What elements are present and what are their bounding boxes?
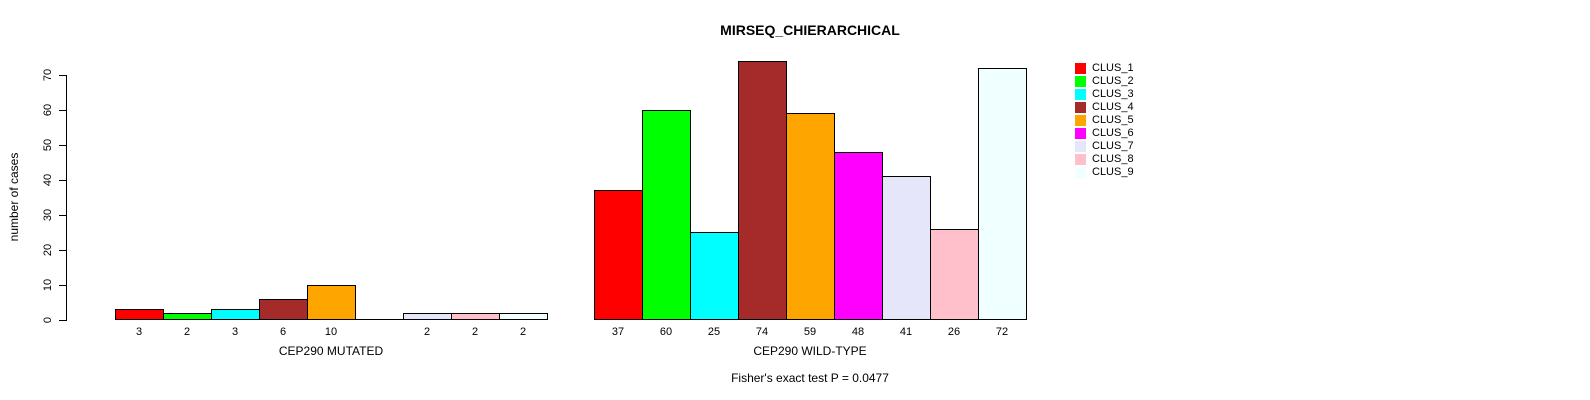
chart-title: MIRSEQ_CHIERARCHICAL xyxy=(720,22,900,38)
y-axis-tick xyxy=(59,110,66,111)
legend-swatch-clus_8 xyxy=(1075,154,1086,165)
legend-item-label: CLUS_9 xyxy=(1092,166,1134,178)
annotation-text: Fisher's exact test P = 0.0477 xyxy=(731,371,889,385)
legend-item-label: CLUS_8 xyxy=(1092,153,1134,165)
bar-value-label: 60 xyxy=(659,326,673,338)
legend-swatch-clus_7 xyxy=(1075,141,1086,152)
y-axis-tick xyxy=(59,320,66,321)
bar-clus_7-group2 xyxy=(882,176,931,320)
bar-value-label: 37 xyxy=(611,326,625,338)
y-axis-tick xyxy=(59,145,66,146)
group-label-2: CEP290 WILD-TYPE xyxy=(753,344,867,358)
bar-value-label: 3 xyxy=(135,326,143,338)
legend-swatch-clus_1 xyxy=(1075,63,1086,74)
bar-clus_6-group2 xyxy=(834,152,883,320)
bar-value-label: 26 xyxy=(947,326,961,338)
bar-clus_5-group2 xyxy=(786,113,835,320)
legend-item-label: CLUS_4 xyxy=(1092,101,1134,113)
bar-clus_1-group1 xyxy=(115,309,164,320)
y-axis-tick-label: 40 xyxy=(42,173,54,187)
legend-item-label: CLUS_2 xyxy=(1092,75,1134,87)
legend-item-label: CLUS_7 xyxy=(1092,140,1134,152)
bar-clus_3-group2 xyxy=(690,232,739,320)
bar-clus_1-group2 xyxy=(594,190,643,320)
bar-value-label: 2 xyxy=(471,326,479,338)
bar-value-label: 2 xyxy=(183,326,191,338)
y-axis-line xyxy=(66,75,67,321)
bar-clus_9-group1 xyxy=(499,313,548,320)
bar-clus_9-group2 xyxy=(978,68,1027,320)
y-axis-title: number of cases xyxy=(7,152,21,242)
legend-swatch-clus_3 xyxy=(1075,89,1086,100)
y-axis-tick-label: 10 xyxy=(42,278,54,292)
y-axis-tick xyxy=(59,75,66,76)
y-axis-tick xyxy=(59,180,66,181)
bar-value-label: 72 xyxy=(995,326,1009,338)
y-axis-tick-label: 70 xyxy=(42,68,54,82)
bar-clus_8-group2 xyxy=(930,229,979,320)
legend-item-label: CLUS_3 xyxy=(1092,88,1134,100)
bar-value-label: 2 xyxy=(519,326,527,338)
bar-value-label: 25 xyxy=(707,326,721,338)
legend-swatch-clus_9 xyxy=(1075,167,1086,178)
legend-item-label: CLUS_5 xyxy=(1092,114,1134,126)
y-axis-tick-label: 60 xyxy=(42,103,54,117)
bar-value-label: 48 xyxy=(851,326,865,338)
bar-value-label: 2 xyxy=(423,326,431,338)
legend-swatch-clus_2 xyxy=(1075,76,1086,87)
y-axis-tick xyxy=(59,250,66,251)
bar-clus_4-group2 xyxy=(738,61,787,320)
y-axis-tick xyxy=(59,215,66,216)
legend-item-label: CLUS_6 xyxy=(1092,127,1134,139)
legend-swatch-clus_6 xyxy=(1075,128,1086,139)
y-axis-tick-label: 30 xyxy=(42,208,54,222)
y-axis-tick xyxy=(59,285,66,286)
bar-clus_8-group1 xyxy=(451,313,500,320)
legend-swatch-clus_5 xyxy=(1075,115,1086,126)
bar-clus_6-group1 xyxy=(355,319,404,320)
bar-clus_2-group2 xyxy=(642,110,691,320)
bar-value-label: 59 xyxy=(803,326,817,338)
legend-swatch-clus_4 xyxy=(1075,102,1086,113)
bar-clus_5-group1 xyxy=(307,285,356,320)
bar-clus_4-group1 xyxy=(259,299,308,320)
bar-value-label: 41 xyxy=(899,326,913,338)
y-axis-tick-label: 50 xyxy=(42,138,54,152)
bar-clus_3-group1 xyxy=(211,309,260,320)
bar-clus_2-group1 xyxy=(163,313,212,320)
bar-clus_7-group1 xyxy=(403,313,452,320)
bar-value-label: 3 xyxy=(231,326,239,338)
bar-value-label: 10 xyxy=(324,326,338,338)
legend-item-label: CLUS_1 xyxy=(1092,62,1134,74)
group-label-1: CEP290 MUTATED xyxy=(278,344,384,358)
bar-value-label: 74 xyxy=(755,326,769,338)
y-axis-tick-label: 20 xyxy=(42,243,54,257)
y-axis-tick-label: 0 xyxy=(42,316,54,324)
bar-value-label: 6 xyxy=(279,326,287,338)
